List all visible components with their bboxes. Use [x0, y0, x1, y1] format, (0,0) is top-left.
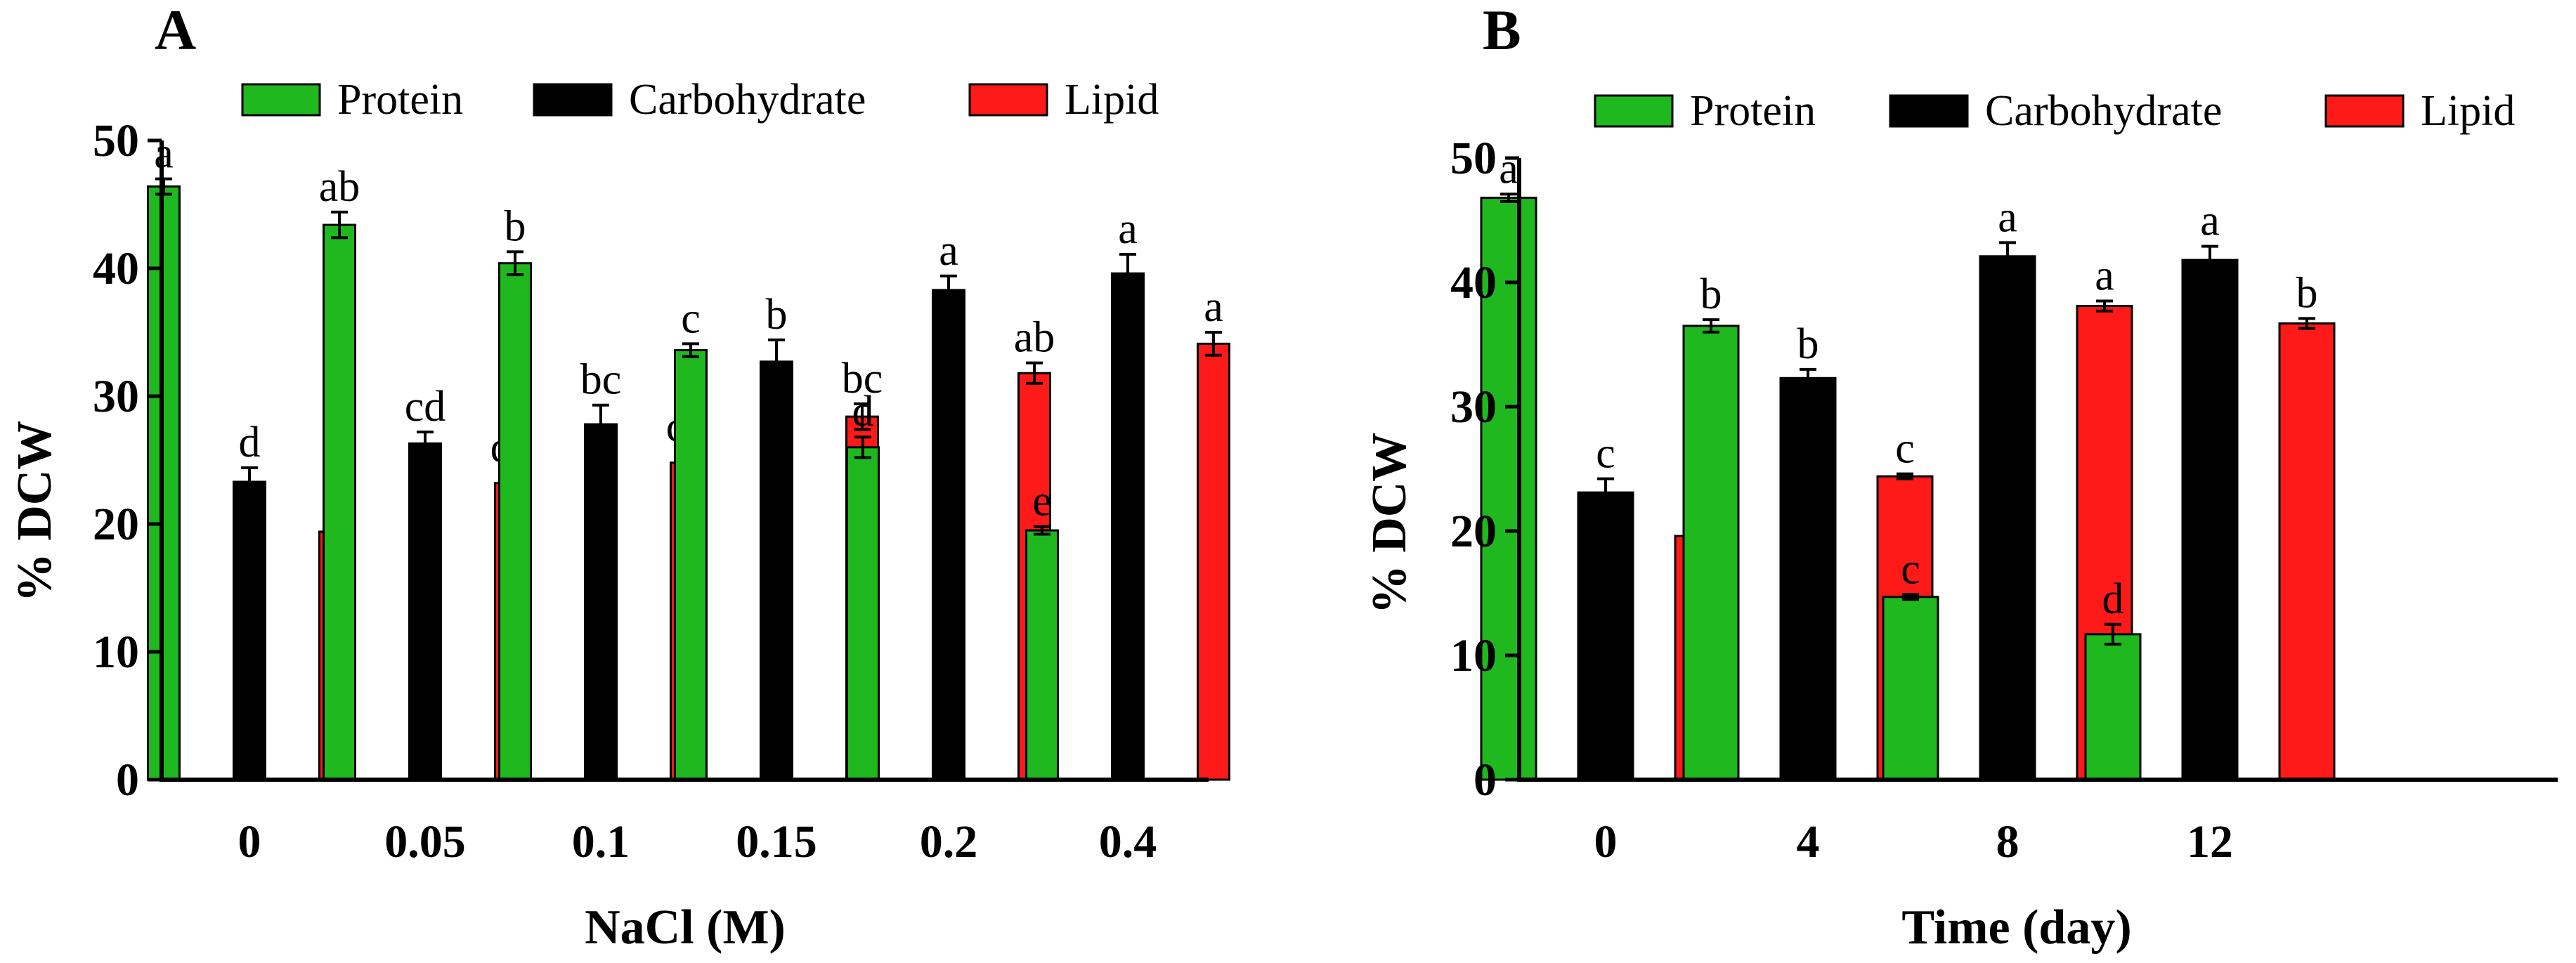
panel-a-legend-label: Carbohydrate — [629, 76, 866, 124]
panel-a-significance-label: bc — [842, 355, 883, 402]
panel-b-letter: B — [1483, 0, 1521, 62]
panel-a-bar — [1111, 272, 1145, 781]
panel-a-bar — [584, 423, 618, 781]
panel-b-bar — [1682, 325, 1740, 781]
panel-a-x-tick-label: 0 — [238, 816, 261, 867]
panel-b-x-axis-title: Time (day) — [1901, 900, 2131, 955]
panel-a-y-tick-label: 20 — [93, 499, 139, 550]
panel-a-bar — [760, 360, 793, 781]
panel-b-significance-label: b — [1797, 320, 1819, 368]
panel-b-bar — [1882, 596, 1939, 781]
panel-b-y-tick-label: 0 — [1474, 754, 1497, 806]
panel-a-bar — [408, 442, 442, 781]
panel-b-bar — [2084, 633, 2142, 781]
panel-b-y-tick-label: 10 — [1450, 630, 1497, 681]
panel-a-bar — [323, 223, 356, 781]
panel-b-y-tick-label: 20 — [1450, 506, 1497, 557]
panel-a-significance-label: c — [681, 294, 701, 342]
panel-b-significance-label: a — [1499, 145, 1518, 192]
panel-a-legend-swatch — [241, 83, 321, 117]
panel-b-bar — [1480, 197, 1537, 781]
panel-a-bar — [498, 262, 532, 781]
panel-b-x-tick-label: 4 — [1797, 816, 1820, 867]
panel-a-legend-swatch — [533, 83, 613, 117]
panel-a-bar — [1197, 342, 1230, 781]
panel-b-significance-label: a — [2095, 252, 2114, 300]
panel-a-y-tick-label: 0 — [116, 754, 139, 806]
panel-a-legend-label: Protein — [337, 76, 463, 124]
panel-b-bar — [1577, 491, 1634, 781]
panel-b-y-axis-title: % DCW — [1362, 433, 1417, 615]
panel-a-legend-label: Lipid — [1065, 76, 1159, 124]
panel-a-bar — [1025, 529, 1059, 781]
panel-a-y-tick-label: 30 — [93, 371, 139, 422]
panel-b-y-tick-label: 30 — [1450, 381, 1497, 433]
panel-a-x-tick-label: 0.4 — [1099, 816, 1157, 867]
panel-a-significance-label: a — [939, 227, 958, 275]
panel-a-significance-label: b — [766, 291, 788, 339]
panel-a-significance-label: b — [505, 202, 526, 250]
panel-a-bar — [233, 480, 266, 781]
panel-a-significance-label: bc — [580, 356, 622, 404]
panel-a-y-tick-label: 40 — [93, 243, 139, 294]
panel-a-x-tick-label: 0.1 — [572, 816, 630, 867]
panel-a-significance-label: a — [1204, 283, 1223, 331]
panel-a-x-tick-label: 0.2 — [920, 816, 978, 867]
panel-a-y-axis-title: % DCW — [8, 421, 62, 603]
panel-a-significance-label: e — [1032, 478, 1052, 525]
panel-b-significance-label: c — [1901, 545, 1920, 593]
panel-b-legend-label: Carbohydrate — [1985, 87, 2222, 135]
panel-b-bar — [1979, 255, 2036, 781]
panel-a-significance-label: d — [239, 419, 261, 466]
panel-b-significance-label: d — [2102, 575, 2124, 623]
panel-a-y-tick-label: 10 — [93, 627, 139, 678]
panel-b: B % DCW Time (day) Protein Carbohydrate Li… — [1362, 0, 2558, 955]
panel-b-legend-label: Lipid — [2421, 87, 2515, 135]
panel-a-significance-label: ab — [319, 163, 360, 211]
panel-a-y-tick-label: 50 — [93, 115, 139, 166]
panel-a-significance-label: ab — [1014, 314, 1055, 362]
panel-b-bar — [2181, 258, 2239, 781]
panel-a-x-tick-label: 0.05 — [384, 816, 466, 867]
panel-a-bar — [846, 446, 880, 781]
panel-b-legend-swatch — [1594, 94, 1674, 128]
panel-a-significance-label: a — [1118, 205, 1138, 253]
panel-a-significance-label: d — [852, 388, 874, 435]
panel-b-bar — [2278, 322, 2336, 781]
panel-b-significance-label: b — [1700, 270, 1722, 318]
panel-a-bar — [932, 289, 965, 781]
panel-a-bar — [674, 348, 708, 781]
panel-b-significance-label: c — [1895, 425, 1915, 473]
panel-a-legend-swatch — [968, 83, 1048, 117]
panel-b-legend-swatch — [1889, 94, 1969, 128]
panel-a-x-tick-label: 0.15 — [736, 816, 817, 867]
panel-b-significance-label: b — [2296, 269, 2318, 317]
panel-b-significance-label: a — [2200, 197, 2220, 245]
panel-b-significance-label: c — [1596, 430, 1615, 478]
panel-b-bar — [1779, 376, 1837, 781]
panel-b-y-tick-label: 40 — [1450, 257, 1497, 308]
panel-a: A % DCW NaCl (M) Protein Carbohydrate Lipi… — [8, 0, 1230, 955]
panel-b-legend-swatch — [2324, 94, 2405, 128]
panel-b-x-tick-label: 8 — [1996, 816, 2019, 867]
panel-a-x-axis-title: NaCl (M) — [585, 900, 786, 955]
panel-a-significance-label: cd — [405, 383, 446, 431]
panel-b-x-tick-label: 0 — [1594, 816, 1618, 867]
panel-b-significance-label: a — [1998, 193, 2017, 241]
panel-b-x-tick-label: 12 — [2187, 816, 2233, 867]
panel-b-y-tick-label: 50 — [1450, 133, 1497, 184]
panel-a-letter: A — [155, 0, 196, 62]
panel-b-legend-label: Protein — [1690, 87, 1816, 135]
